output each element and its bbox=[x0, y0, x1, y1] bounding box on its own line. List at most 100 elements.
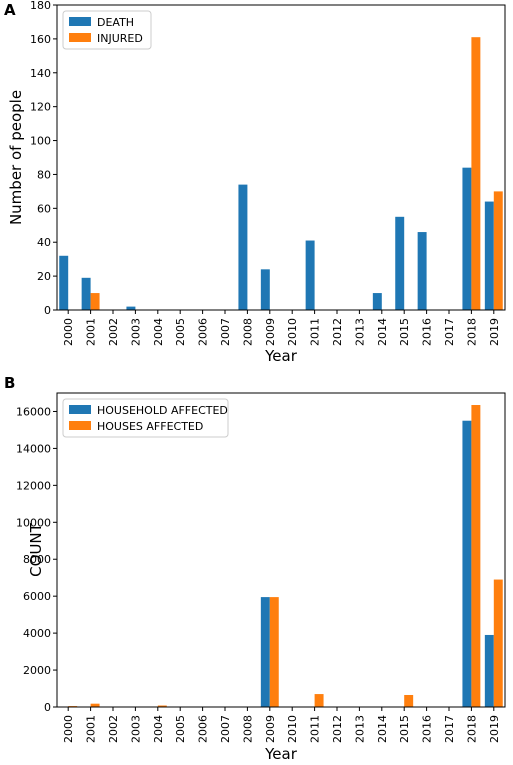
bar bbox=[395, 216, 405, 310]
bar bbox=[314, 694, 324, 707]
x-tick-label: 2016 bbox=[421, 318, 434, 346]
bar bbox=[484, 634, 494, 707]
bar bbox=[238, 184, 248, 310]
x-tick-label: 2016 bbox=[421, 715, 434, 743]
legend-swatch bbox=[69, 17, 91, 26]
x-tick-label: 2013 bbox=[353, 318, 366, 346]
x-tick-label: 2014 bbox=[376, 318, 389, 346]
x-tick-label: 2015 bbox=[398, 318, 411, 346]
series-injured bbox=[90, 37, 503, 310]
x-tick-label: 2000 bbox=[62, 715, 75, 743]
bar bbox=[493, 579, 503, 707]
bar bbox=[493, 191, 503, 310]
x-tick-label: 2002 bbox=[107, 318, 120, 346]
plot-frame bbox=[56, 392, 506, 708]
series-household-affected bbox=[260, 420, 494, 707]
legend-label: INJURED bbox=[97, 32, 143, 45]
bar bbox=[260, 269, 270, 310]
x-tick-label: 2013 bbox=[353, 715, 366, 743]
x-axis-title: Year bbox=[264, 347, 298, 365]
x-tick-label: 2011 bbox=[309, 318, 322, 346]
x-tick-label: 2007 bbox=[219, 715, 232, 743]
bar bbox=[462, 167, 472, 310]
x-tick-label: 2004 bbox=[152, 715, 165, 743]
x-tick-label: 2018 bbox=[465, 318, 478, 346]
legend: DEATH INJURED bbox=[62, 10, 152, 50]
y-tick-label: 12000 bbox=[16, 479, 51, 492]
legend-swatch bbox=[69, 421, 91, 430]
y-tick-label: 100 bbox=[30, 135, 51, 148]
legend-label: HOUSES AFFECTED bbox=[97, 420, 203, 433]
x-tick-label: 2002 bbox=[107, 715, 120, 743]
y-tick-label: 80 bbox=[37, 168, 51, 181]
x-tick-label: 2007 bbox=[219, 318, 232, 346]
legend-label: HOUSEHOLD AFFECTED bbox=[97, 404, 228, 417]
x-tick-label: 2018 bbox=[465, 715, 478, 743]
x-tick-label: 2001 bbox=[85, 715, 98, 743]
legend-label: DEATH bbox=[97, 16, 134, 29]
y-axis-title: Number of people bbox=[7, 90, 25, 225]
y-tick-label: 60 bbox=[37, 202, 51, 215]
panel-label: B bbox=[4, 374, 15, 392]
legend-swatch bbox=[69, 405, 91, 414]
bar bbox=[269, 597, 279, 707]
x-tick-label: 2003 bbox=[129, 715, 142, 743]
x-tick-label: 2009 bbox=[264, 318, 277, 346]
y-tick-label: 16000 bbox=[16, 405, 51, 418]
legend-box bbox=[62, 398, 229, 438]
x-tick-label: 2019 bbox=[488, 318, 501, 346]
bar bbox=[59, 255, 69, 310]
x-tick-label: 2017 bbox=[443, 715, 456, 743]
y-tick-label: 2000 bbox=[23, 664, 51, 677]
x-tick-label: 2009 bbox=[264, 715, 277, 743]
legend-swatch bbox=[69, 33, 91, 42]
x-axis-title: Year bbox=[264, 745, 298, 763]
x-tick-label: 2004 bbox=[152, 318, 165, 346]
y-tick-label: 0 bbox=[44, 304, 51, 317]
x-tick-label: 2017 bbox=[443, 318, 456, 346]
bar bbox=[462, 420, 472, 707]
bar bbox=[471, 37, 481, 310]
x-tick-label: 2010 bbox=[286, 318, 299, 346]
bar bbox=[484, 201, 494, 310]
x-tick-label: 2011 bbox=[309, 715, 322, 743]
x-tick-label: 2003 bbox=[129, 318, 142, 346]
x-tick-label: 2008 bbox=[241, 715, 254, 743]
bar bbox=[260, 597, 270, 707]
x-tick-label: 2014 bbox=[376, 715, 389, 743]
y-tick-label: 160 bbox=[30, 33, 51, 46]
x-tick-label: 2008 bbox=[241, 318, 254, 346]
bar bbox=[305, 240, 315, 310]
y-tick-label: 6000 bbox=[23, 590, 51, 603]
y-tick-label: 40 bbox=[37, 236, 51, 249]
x-tick-label: 2015 bbox=[398, 715, 411, 743]
y-tick-label: 20 bbox=[37, 270, 51, 283]
x-tick-label: 2005 bbox=[174, 715, 187, 743]
series-houses-affected bbox=[68, 405, 503, 707]
bar bbox=[372, 293, 382, 310]
x-tick-label: 2006 bbox=[197, 715, 210, 743]
panel-label: A bbox=[4, 1, 16, 19]
x-tick-label: 2005 bbox=[174, 318, 187, 346]
x-tick-label: 2012 bbox=[331, 318, 344, 346]
bar bbox=[417, 232, 427, 310]
y-tick-label: 180 bbox=[30, 0, 51, 12]
bar bbox=[404, 694, 414, 707]
x-tick-label: 2019 bbox=[488, 715, 501, 743]
y-tick-label: 14000 bbox=[16, 442, 51, 455]
x-tick-label: 2006 bbox=[197, 318, 210, 346]
bar bbox=[90, 293, 100, 310]
plot-frame bbox=[56, 4, 506, 311]
bar bbox=[126, 306, 136, 310]
y-tick-label: 140 bbox=[30, 67, 51, 80]
bar bbox=[81, 277, 91, 310]
chart-panel-a: A 0 20 40 60 80 100 120 140 160 180 2000 2001 2002 200… bbox=[4, 0, 506, 365]
x-tick-label: 2000 bbox=[62, 318, 75, 346]
y-tick-label: 8000 bbox=[23, 553, 51, 566]
chart-panel-b: B 0 2000 4000 6000 8000 10000 12000 14000 16000 20… bbox=[4, 374, 506, 763]
y-tick-label: 0 bbox=[44, 701, 51, 714]
y-tick-label: 120 bbox=[30, 101, 51, 114]
y-tick-label: 10000 bbox=[16, 516, 51, 529]
bar bbox=[471, 405, 481, 707]
